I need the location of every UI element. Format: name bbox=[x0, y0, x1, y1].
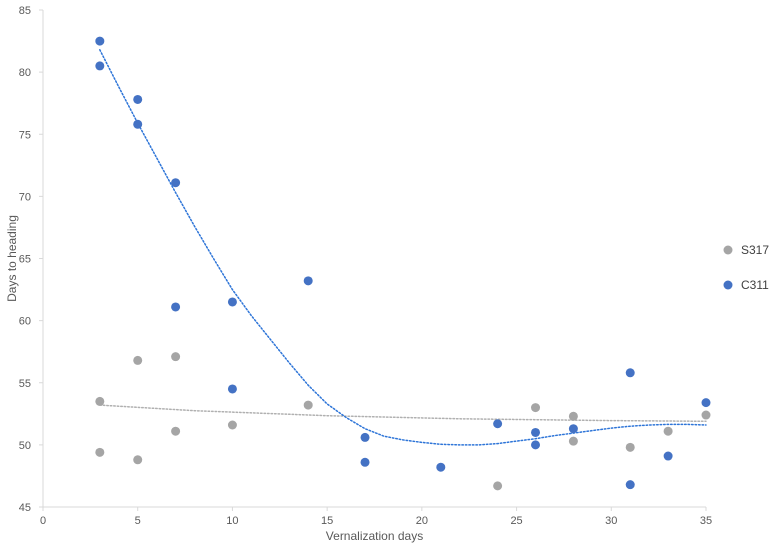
data-point-s317 bbox=[171, 426, 181, 436]
data-point-s317 bbox=[133, 355, 143, 365]
y-tick-label: 85 bbox=[19, 5, 31, 17]
legend-marker-s317 bbox=[723, 245, 733, 255]
y-tick-label: 75 bbox=[19, 129, 31, 141]
data-point-s317 bbox=[568, 436, 578, 446]
axes: 0 5 10 15 20 25 30 35 45 50 55 60 65 70 75 80 85 bbox=[19, 5, 712, 527]
data-point-c311 bbox=[493, 419, 503, 429]
data-point-s317 bbox=[663, 426, 673, 436]
data-point-c311 bbox=[95, 61, 105, 71]
legend-label-c311: C311 bbox=[741, 278, 769, 292]
data-point-s317 bbox=[95, 396, 105, 406]
x-tick-label: 10 bbox=[226, 515, 238, 527]
y-tick-label: 80 bbox=[19, 67, 31, 79]
data-point-s317 bbox=[493, 481, 503, 491]
x-tick-label: 15 bbox=[321, 515, 333, 527]
x-tick-label: 5 bbox=[135, 515, 141, 527]
data-point-c311 bbox=[663, 451, 673, 461]
data-point-c311 bbox=[171, 302, 181, 312]
y-tick-label: 50 bbox=[19, 440, 31, 452]
data-point-s317 bbox=[531, 403, 541, 413]
trendline-s317 bbox=[99, 404, 707, 423]
y-tick-label: 70 bbox=[19, 191, 31, 203]
data-point-c311 bbox=[303, 276, 313, 286]
x-tick-label: 0 bbox=[40, 515, 46, 527]
data-point-c311 bbox=[625, 480, 635, 490]
legend-marker-c311 bbox=[723, 280, 733, 290]
legend: S317 C311 bbox=[723, 243, 769, 292]
legend-label-s317: S317 bbox=[741, 243, 769, 257]
data-point-s317 bbox=[701, 410, 711, 420]
x-tick-label: 25 bbox=[510, 515, 522, 527]
data-point-s317 bbox=[625, 442, 635, 452]
x-axis-title: Vernalization days bbox=[326, 529, 423, 543]
data-point-c311 bbox=[171, 178, 181, 188]
data-point-c311 bbox=[568, 424, 578, 434]
data-point-s317 bbox=[171, 352, 181, 362]
data-point-c311 bbox=[436, 462, 446, 472]
data-point-s317 bbox=[95, 447, 105, 457]
data-point-s317 bbox=[303, 400, 313, 410]
data-point-c311 bbox=[360, 457, 370, 467]
data-point-s317 bbox=[227, 420, 237, 430]
data-point-c311 bbox=[531, 440, 541, 450]
x-tick-label: 30 bbox=[605, 515, 617, 527]
data-point-s317 bbox=[568, 411, 578, 421]
y-tick-label: 45 bbox=[19, 502, 31, 514]
x-tick-label: 20 bbox=[416, 515, 428, 527]
trendline-c311 bbox=[99, 49, 707, 446]
data-point-c311 bbox=[360, 432, 370, 442]
data-point-s317 bbox=[133, 455, 143, 465]
data-point-c311 bbox=[531, 427, 541, 437]
trendlines bbox=[99, 49, 707, 446]
y-tick-label: 60 bbox=[19, 316, 31, 328]
data-point-c311 bbox=[95, 36, 105, 46]
y-axis-title: Days to heading bbox=[5, 215, 19, 302]
data-markers bbox=[95, 36, 711, 491]
data-point-c311 bbox=[227, 297, 237, 307]
y-tick-label: 65 bbox=[19, 254, 31, 266]
x-tick-label: 35 bbox=[700, 515, 712, 527]
data-point-c311 bbox=[133, 119, 143, 129]
data-point-c311 bbox=[227, 384, 237, 394]
data-point-c311 bbox=[701, 398, 711, 408]
data-point-c311 bbox=[625, 368, 635, 378]
data-point-c311 bbox=[133, 94, 143, 104]
y-tick-label: 55 bbox=[19, 378, 31, 390]
